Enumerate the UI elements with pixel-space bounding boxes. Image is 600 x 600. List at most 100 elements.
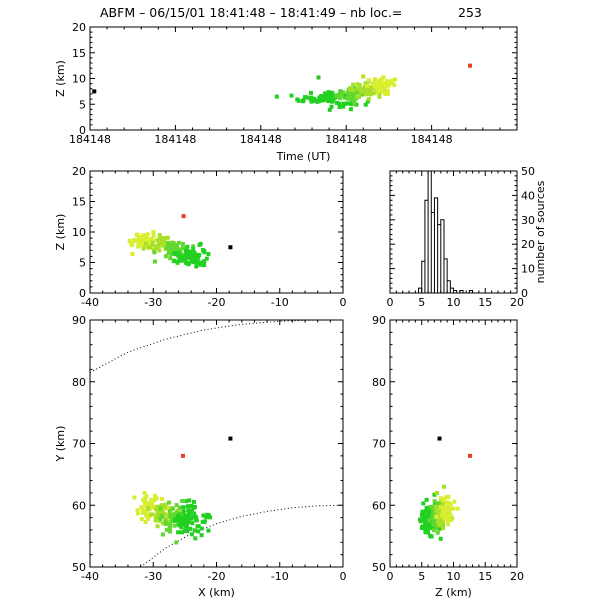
source-point (140, 510, 145, 515)
source-point (142, 491, 147, 496)
source-point (436, 518, 441, 523)
source-point (191, 499, 196, 504)
source-point (159, 236, 164, 241)
source-point (370, 82, 375, 87)
source-point (185, 249, 190, 254)
source-point (169, 512, 174, 517)
source-point (319, 94, 324, 99)
source-point (289, 93, 294, 98)
source-point (369, 90, 374, 95)
source-point (368, 92, 373, 97)
source-point (193, 256, 198, 261)
source-point (340, 91, 345, 96)
source-point (383, 91, 388, 96)
source-point (431, 506, 436, 511)
source-point (468, 453, 473, 458)
plot-data (90, 320, 343, 567)
source-point (440, 502, 445, 507)
y-tick-label: 80 (372, 376, 386, 389)
source-point (431, 522, 436, 527)
source-point (362, 84, 367, 89)
plot-data (92, 63, 473, 112)
source-point (158, 516, 163, 521)
source-point (337, 105, 342, 110)
source-point (312, 96, 317, 101)
source-point (165, 241, 170, 246)
source-point (149, 512, 154, 517)
source-point (354, 102, 359, 107)
source-point (175, 514, 180, 519)
source-point (185, 504, 190, 509)
x-tick-label: -30 (144, 296, 162, 309)
source-point (437, 512, 442, 517)
source-point (143, 502, 148, 507)
source-point (344, 96, 349, 101)
source-point (186, 261, 191, 266)
y-tick-label: 90 (72, 314, 86, 327)
source-point (418, 519, 423, 524)
source-point (432, 519, 437, 524)
x-tick-label: -40 (81, 296, 99, 309)
y-tick-label: 0 (79, 124, 86, 137)
source-point (366, 97, 371, 102)
plot-frame (389, 170, 518, 294)
x-tick-label: 184148 (154, 133, 196, 146)
source-point (428, 510, 433, 515)
source-point (204, 515, 209, 520)
source-point (357, 82, 362, 87)
source-point (424, 518, 429, 523)
source-point (185, 244, 190, 249)
source-point (177, 256, 182, 261)
source-point (141, 237, 146, 242)
source-point (314, 98, 319, 103)
source-point (363, 102, 368, 107)
source-point (162, 503, 167, 508)
x-tick-label: 184148 (240, 133, 282, 146)
source-point (438, 536, 443, 541)
source-point (468, 63, 473, 68)
source-point (432, 511, 437, 516)
source-point (422, 518, 427, 523)
source-point (160, 532, 165, 537)
source-point (439, 513, 444, 518)
source-point (161, 243, 166, 248)
source-point (427, 521, 432, 526)
source-point (139, 516, 144, 521)
source-point (422, 512, 427, 517)
source-point (130, 243, 135, 248)
y-tick-label: 0 (521, 287, 528, 300)
source-point (163, 516, 168, 521)
source-point (141, 242, 146, 247)
source-point (381, 75, 386, 80)
source-point (206, 513, 211, 518)
y-tick-label: 5 (79, 257, 86, 270)
y-axis-label: Z (km) (54, 214, 67, 251)
source-point (445, 494, 450, 499)
source-point (168, 242, 173, 247)
source-point (392, 83, 397, 88)
source-point (376, 79, 381, 84)
y-tick-label: 90 (372, 314, 386, 327)
source-point (154, 516, 159, 521)
source-point (432, 492, 437, 497)
source-point (419, 513, 424, 518)
y-tick-label: 50 (372, 561, 386, 574)
source-point (441, 498, 446, 503)
x-tick-label: -10 (271, 570, 289, 583)
source-point (160, 496, 165, 501)
source-point (145, 232, 150, 237)
source-point (440, 510, 445, 515)
source-point (144, 236, 149, 241)
source-point (179, 523, 184, 528)
y-axis-label: Y (km) (54, 426, 67, 463)
plot-frame (89, 170, 344, 294)
x-axis-label: Z (km) (435, 586, 472, 599)
y-tick-label: 50 (72, 561, 86, 574)
source-point (358, 89, 363, 94)
source-point (424, 505, 429, 510)
source-point (190, 514, 195, 519)
source-point (162, 240, 167, 245)
source-point (440, 516, 445, 521)
source-point (375, 85, 380, 90)
source-point (174, 503, 179, 508)
